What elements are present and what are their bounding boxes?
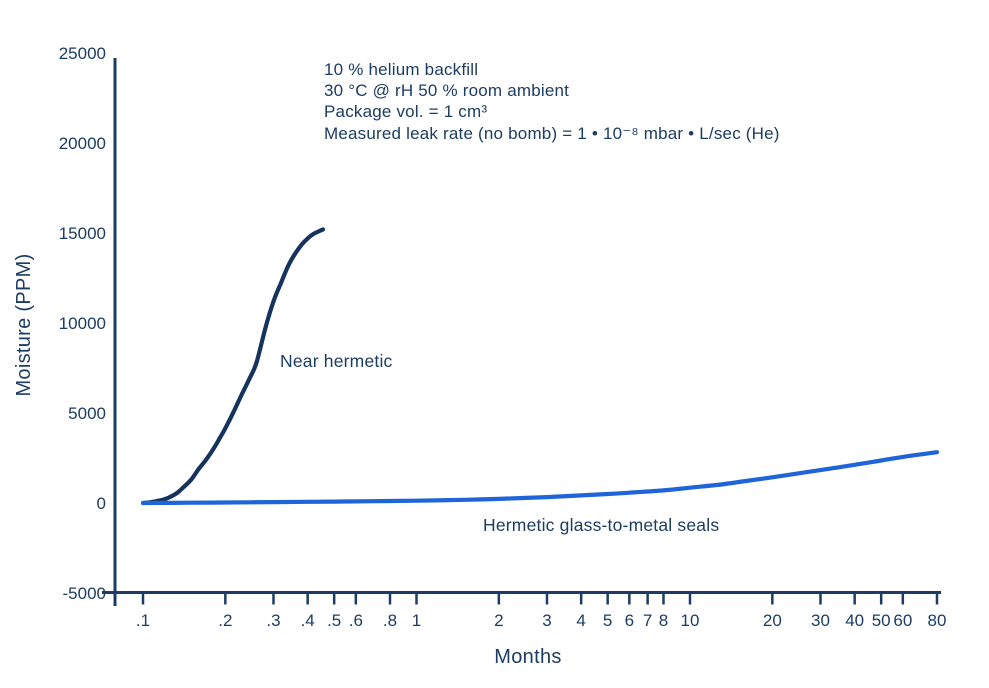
x-tick-label: 40 bbox=[845, 611, 864, 630]
x-tick-label: .5 bbox=[327, 611, 341, 630]
x-tick-label: .1 bbox=[136, 611, 150, 630]
series-label-hermetic-seals: Hermetic glass-to-metal seals bbox=[483, 515, 719, 535]
x-tick-label: .3 bbox=[266, 611, 280, 630]
x-tick-label: .6 bbox=[349, 611, 363, 630]
curve-near-hermetic bbox=[140, 227, 326, 506]
x-tick-label: 60 bbox=[893, 611, 912, 630]
annotation-block: 10 % helium backfill 30 °C @ rH 50 % roo… bbox=[324, 60, 780, 143]
x-tick-label: 20 bbox=[763, 611, 782, 630]
y-axis-title: Moisture (PPM) bbox=[13, 253, 35, 396]
y-tick-label: 25000 bbox=[59, 44, 106, 63]
x-tick-label: 80 bbox=[928, 611, 947, 630]
annotation-line-package-vol: Package vol. = 1 cm³ bbox=[324, 102, 487, 121]
axes bbox=[102, 58, 941, 606]
x-tick-label: .8 bbox=[383, 611, 397, 630]
series-label-near-hermetic: Near hermetic bbox=[280, 351, 393, 371]
x-tick-label: 1 bbox=[412, 611, 421, 630]
y-tick-label: 0 bbox=[97, 494, 106, 513]
x-tick-label: 5 bbox=[603, 611, 612, 630]
x-tick-label: 7 bbox=[643, 611, 652, 630]
y-tick-label: 20000 bbox=[59, 134, 106, 153]
y-tick-label: 5000 bbox=[68, 404, 106, 423]
curve-hermetic-glass-to-metal-seals bbox=[140, 450, 940, 506]
y-axis-tick-labels: -5000 0 5000 10000 15000 20000 25000 bbox=[59, 44, 106, 603]
data-curves bbox=[140, 227, 940, 506]
x-tick-label: .2 bbox=[218, 611, 232, 630]
x-tick-label: 50 bbox=[872, 611, 891, 630]
y-tick-label: 10000 bbox=[59, 314, 106, 333]
x-axis-ticks bbox=[141, 592, 939, 605]
annotation-line-leak-rate: Measured leak rate (no bomb) = 1 • 10⁻⁸ … bbox=[324, 124, 780, 143]
annotation-line-backfill: 10 % helium backfill bbox=[324, 60, 478, 79]
annotation-line-ambient: 30 °C @ rH 50 % room ambient bbox=[324, 81, 569, 100]
x-tick-label: 2 bbox=[494, 611, 503, 630]
x-tick-label: .4 bbox=[301, 611, 315, 630]
x-tick-label: 3 bbox=[542, 611, 551, 630]
x-axis-title: Months bbox=[494, 646, 561, 668]
x-tick-label: 8 bbox=[659, 611, 668, 630]
x-tick-label: 4 bbox=[576, 611, 585, 630]
x-tick-label: 30 bbox=[811, 611, 830, 630]
x-axis-tick-labels: .1 .2 .3 .4 .5 .6 .8 1 2 3 4 5 6 7 8 10 20 30 40 50 60 80 bbox=[136, 611, 947, 630]
x-tick-label: 6 bbox=[625, 611, 634, 630]
y-tick-label: -5000 bbox=[63, 584, 106, 603]
y-tick-label: 15000 bbox=[59, 224, 106, 243]
x-tick-label: 10 bbox=[681, 611, 700, 630]
